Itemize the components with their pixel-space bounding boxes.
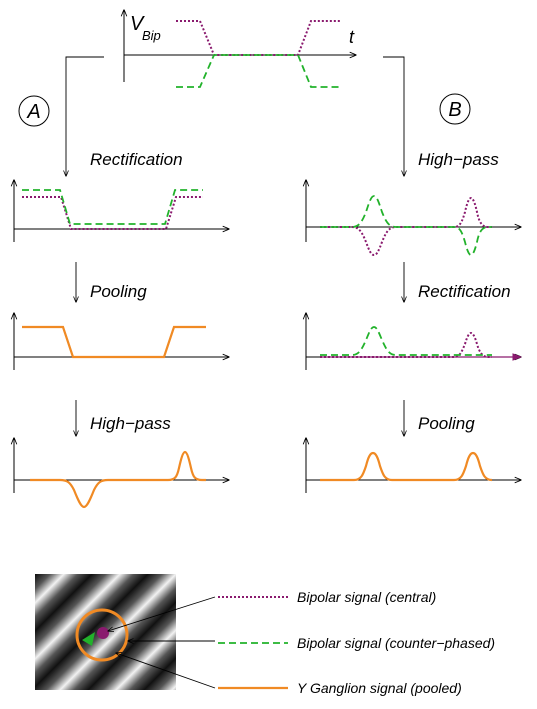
top-plot: V Bip t (124, 10, 356, 88)
a2-pooled-trace (22, 325, 206, 359)
leader-pooled (116, 653, 216, 689)
svg-text:A: A (26, 101, 40, 123)
pooling-circle (75, 608, 129, 662)
leader-central (108, 596, 216, 631)
top-counter-trace (176, 54, 340, 88)
a-plot-pooling (14, 313, 229, 370)
b3-pooled-trace (320, 451, 493, 482)
a-step3-label: High−pass (90, 414, 171, 433)
panel-label-a: A (18, 95, 50, 127)
top-x-label: t (349, 27, 355, 47)
b1-counter-trace (320, 195, 492, 256)
receptive-field (35, 574, 176, 690)
top-y-label-sub: Bip (142, 28, 161, 43)
legend: Bipolar signal (central) Bipolar signal … (218, 589, 495, 696)
a-plot-highpass (14, 438, 229, 509)
b-step2-label: Rectification (418, 282, 511, 301)
b-step3-label: Pooling (418, 414, 475, 433)
b-plot-highpass (306, 180, 521, 257)
b1-central-trace (320, 196, 492, 257)
a1-counter-trace (22, 189, 203, 225)
b2-counter-trace (320, 326, 492, 356)
central-bipolar-dot (97, 627, 109, 639)
a-plot-rectification (14, 180, 229, 242)
a3-pooled-trace (30, 450, 206, 509)
b-plot-pooling (306, 438, 521, 493)
top-central-trace (176, 20, 340, 56)
legend-counter-label: Bipolar signal (counter−phased) (297, 635, 495, 651)
b-plot-rectification (306, 313, 522, 370)
branch-arrow-b (383, 56, 404, 176)
b-step1-label: High−pass (418, 150, 499, 169)
branch-arrow-a (66, 56, 104, 176)
legend-pooled-label: Y Ganglion signal (pooled) (297, 680, 462, 696)
svg-text:B: B (448, 99, 461, 121)
a1-central-trace (22, 196, 203, 230)
counter-bipolar-arrowhead (82, 632, 95, 646)
a-step1-label: Rectification (90, 150, 183, 169)
legend-central-label: Bipolar signal (central) (297, 589, 436, 605)
a-step2-label: Pooling (90, 282, 147, 301)
panel-label-b: B (439, 93, 471, 125)
b2-central-trace (320, 331, 492, 358)
top-y-label: V (130, 13, 145, 35)
